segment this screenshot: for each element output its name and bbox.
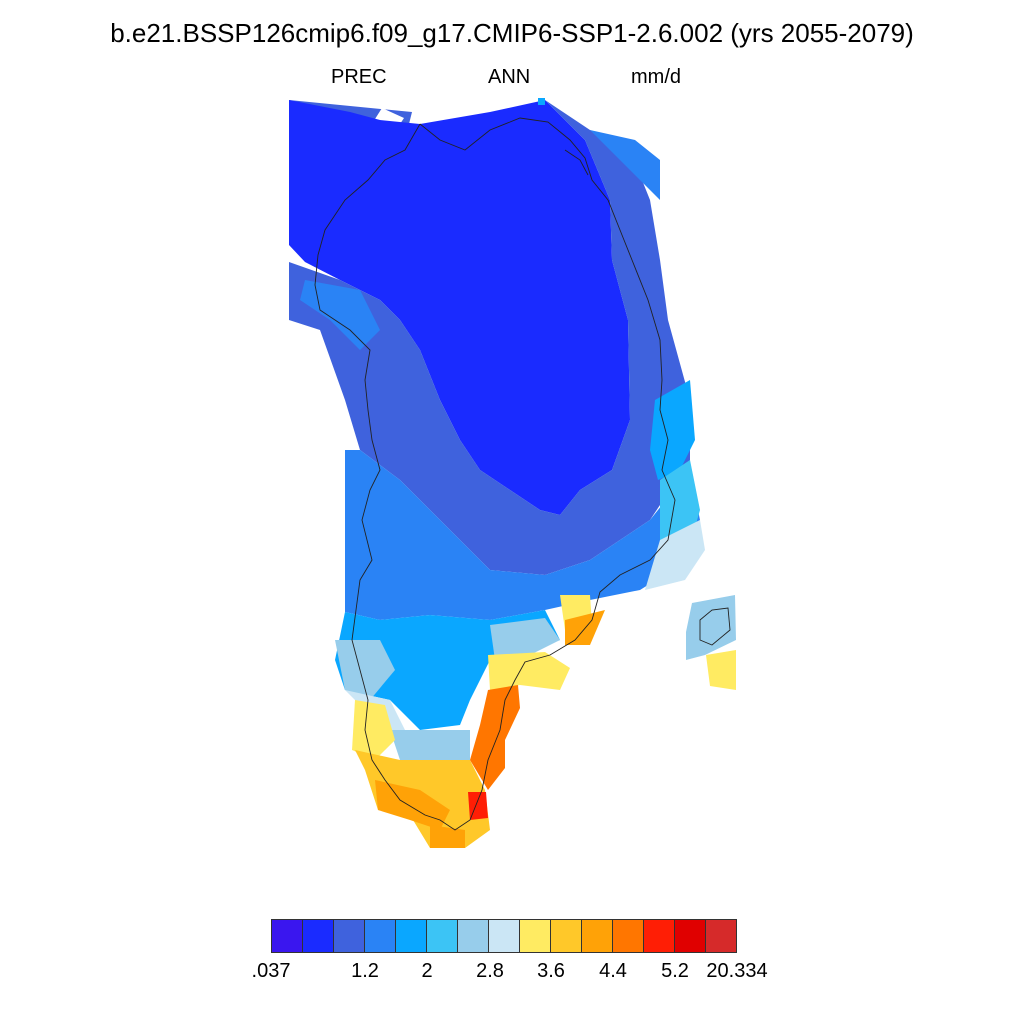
figure-title: b.e21.BSSP126cmip6.f09_g17.CMIP6-SSP1-2.…	[110, 18, 914, 48]
colorbar-swatch	[612, 919, 644, 953]
precip-region	[490, 618, 560, 660]
colorbar-swatch	[488, 919, 520, 953]
precip-region	[645, 520, 705, 590]
precip-region	[352, 700, 395, 760]
colorbar-swatch	[581, 919, 613, 953]
precip-region	[706, 650, 736, 690]
colorbar-swatch	[550, 919, 582, 953]
precip-region	[345, 450, 700, 620]
colorbar-swatch	[271, 919, 303, 953]
colorbar-tick-label: 1.2	[351, 960, 379, 982]
colorbar-swatch	[457, 919, 489, 953]
variable-label: PREC	[331, 66, 387, 88]
colorbar-swatch	[333, 919, 365, 953]
precip-region	[488, 652, 570, 690]
precip-region	[660, 460, 700, 545]
colorbar-tick-label: .037	[251, 960, 291, 982]
coastline-path	[314, 117, 676, 831]
colorbar-tick-label: 4.4	[599, 960, 627, 982]
precip-region	[289, 100, 630, 515]
precip-region	[300, 280, 380, 350]
precip-region	[590, 130, 660, 200]
coastline-path	[564, 149, 589, 176]
colorbar-tick-label: 2.8	[476, 960, 504, 982]
colorbar-tick-label: 5.2	[661, 960, 689, 982]
precip-region	[686, 595, 736, 660]
colorbar	[271, 919, 737, 953]
precip-region	[430, 825, 465, 848]
precip-region	[390, 730, 470, 760]
colorbar-swatch	[426, 919, 458, 953]
precip-region	[565, 610, 605, 645]
coastline	[314, 117, 731, 831]
colorbar-swatch	[643, 919, 675, 953]
colorbar-swatch	[705, 919, 737, 953]
precip-region	[335, 640, 395, 700]
colorbar-tick-label: 20.334	[706, 960, 768, 982]
coastline-path	[699, 607, 731, 646]
precip-region	[289, 100, 690, 575]
colorbar-swatch	[519, 919, 551, 953]
colorbar-swatch	[395, 919, 427, 953]
colorbar-tick-label: 3.6	[537, 960, 565, 982]
precip-region	[468, 792, 488, 820]
colorbar-swatch	[302, 919, 334, 953]
precip-grid	[289, 98, 736, 848]
colorbar-tick-label: 2	[421, 960, 433, 982]
units-label: mm/d	[631, 66, 681, 88]
precip-region	[470, 685, 520, 790]
colorbar-swatch	[674, 919, 706, 953]
precip-region	[650, 380, 695, 480]
period-label: ANN	[488, 66, 531, 88]
colorbar-swatch	[364, 919, 396, 953]
precip-region	[538, 98, 545, 105]
